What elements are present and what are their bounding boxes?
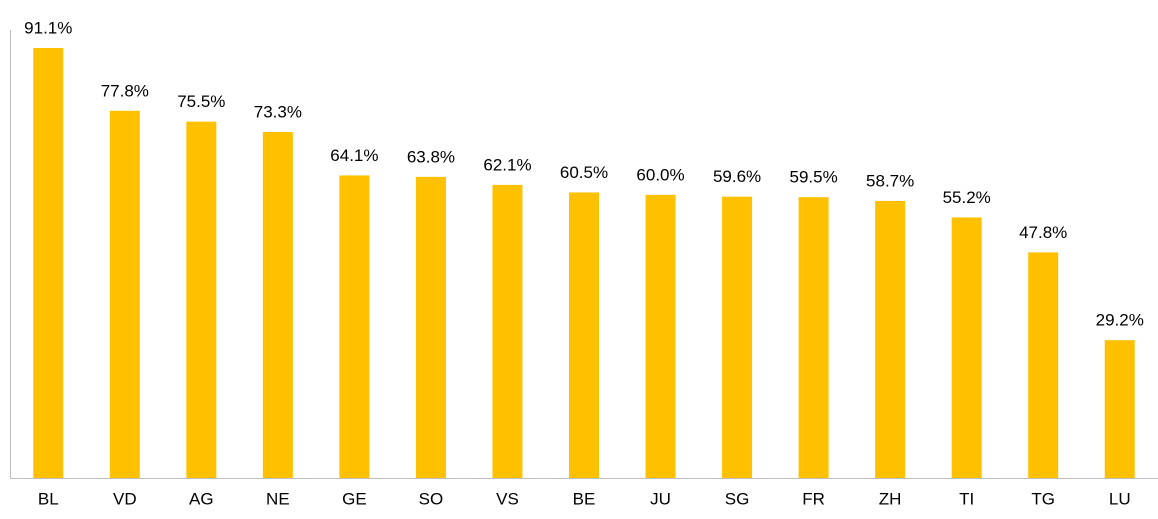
x-tick-label: ZH bbox=[879, 489, 902, 508]
x-tick-label: VS bbox=[496, 489, 519, 508]
x-tick-label: TI bbox=[959, 489, 974, 508]
data-label: 91.1% bbox=[24, 18, 72, 37]
x-tick-label: SG bbox=[725, 489, 750, 508]
bar bbox=[722, 196, 753, 479]
data-label: 62.1% bbox=[483, 155, 531, 174]
data-label: 60.0% bbox=[636, 165, 684, 184]
bar bbox=[875, 200, 906, 478]
bar bbox=[339, 175, 370, 478]
data-label: 64.1% bbox=[330, 146, 378, 165]
x-tick-label: SO bbox=[419, 489, 444, 508]
data-label: 55.2% bbox=[943, 188, 991, 207]
bar bbox=[186, 121, 217, 478]
bar bbox=[1028, 252, 1059, 478]
bar bbox=[951, 217, 982, 478]
bar bbox=[33, 48, 64, 479]
data-label: 59.6% bbox=[713, 167, 761, 186]
bar bbox=[262, 132, 293, 479]
data-label: 60.5% bbox=[560, 163, 608, 182]
data-label: 73.3% bbox=[254, 103, 302, 122]
data-label: 63.8% bbox=[407, 147, 455, 166]
bar bbox=[109, 110, 140, 478]
x-tick-label: AG bbox=[189, 489, 214, 508]
bar bbox=[1104, 340, 1135, 478]
data-label: 59.5% bbox=[789, 168, 837, 187]
data-label: 29.2% bbox=[1096, 311, 1144, 330]
x-tick-label: VD bbox=[113, 489, 137, 508]
bar bbox=[492, 184, 523, 478]
x-tick-label: LU bbox=[1109, 489, 1131, 508]
x-tick-label: JU bbox=[650, 489, 671, 508]
bar bbox=[798, 197, 829, 478]
x-tick-label: BL bbox=[38, 489, 59, 508]
data-label: 47.8% bbox=[1019, 223, 1067, 242]
x-tick-label: GE bbox=[342, 489, 367, 508]
bar bbox=[415, 176, 446, 478]
bar bbox=[645, 194, 676, 479]
bar bbox=[569, 192, 599, 478]
x-tick-label: FR bbox=[802, 489, 825, 508]
data-label: 77.8% bbox=[101, 81, 149, 100]
data-label: 75.5% bbox=[177, 92, 225, 111]
x-tick-label: BE bbox=[573, 489, 596, 508]
data-label: 58.7% bbox=[866, 171, 914, 190]
x-tick-label: NE bbox=[266, 489, 290, 508]
x-tick-label: TG bbox=[1031, 489, 1055, 508]
